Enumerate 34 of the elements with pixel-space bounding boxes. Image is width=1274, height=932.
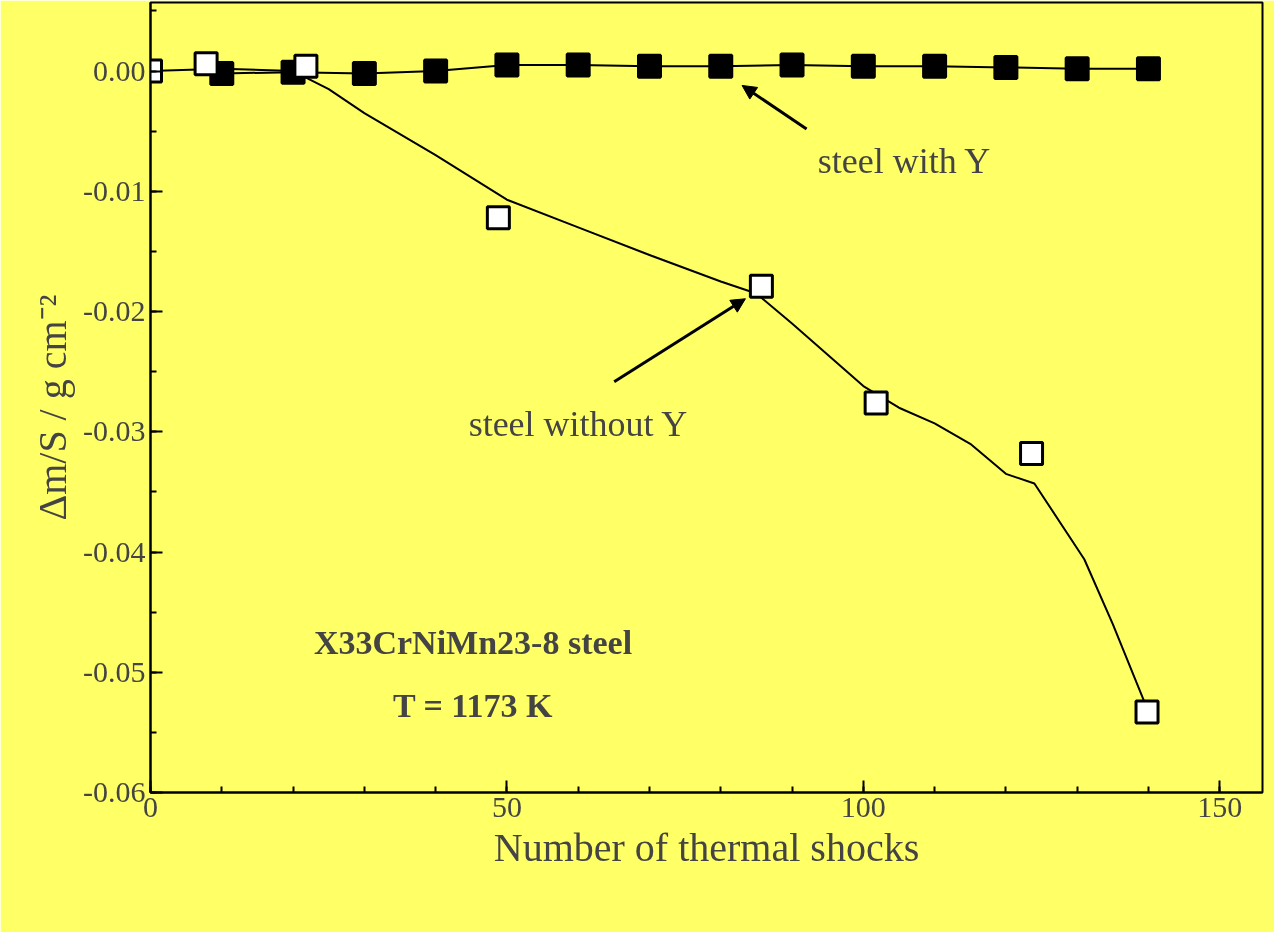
point [748, 273, 774, 299]
point [1019, 440, 1045, 466]
point [423, 58, 449, 84]
y-tick-label: 0.00 [93, 53, 146, 87]
point [850, 53, 876, 79]
point [1134, 699, 1160, 725]
point [636, 53, 662, 79]
point [494, 52, 520, 78]
y-tick-label: -0.05 [83, 654, 146, 688]
point [993, 54, 1019, 80]
point [708, 53, 734, 79]
y-axis-title: Δm/S / g cm⁻² [30, 294, 76, 521]
point [193, 51, 219, 77]
annotation: steel with Y [817, 140, 991, 181]
y-tick-label: -0.01 [83, 173, 146, 207]
point [779, 52, 805, 78]
point [922, 53, 948, 79]
x-tick-label: 100 [840, 789, 886, 823]
annotation: X33CrNiMn23-8 steel [313, 623, 633, 661]
x-axis-title: Number of thermal shocks [493, 824, 920, 870]
point [1135, 56, 1161, 82]
point [863, 390, 889, 416]
x-tick-label: 50 [491, 789, 522, 823]
y-tick-label: -0.04 [83, 534, 146, 568]
point [293, 53, 319, 79]
point [485, 205, 511, 231]
y-tick-label: -0.02 [83, 294, 146, 328]
annotation: T = 1173 K [392, 687, 553, 725]
point [1064, 56, 1090, 82]
point [565, 52, 591, 78]
point [351, 60, 377, 86]
x-tick-label: 150 [1197, 789, 1243, 823]
y-tick-label: -0.03 [83, 414, 146, 448]
annotation: steel without Y [468, 403, 688, 444]
